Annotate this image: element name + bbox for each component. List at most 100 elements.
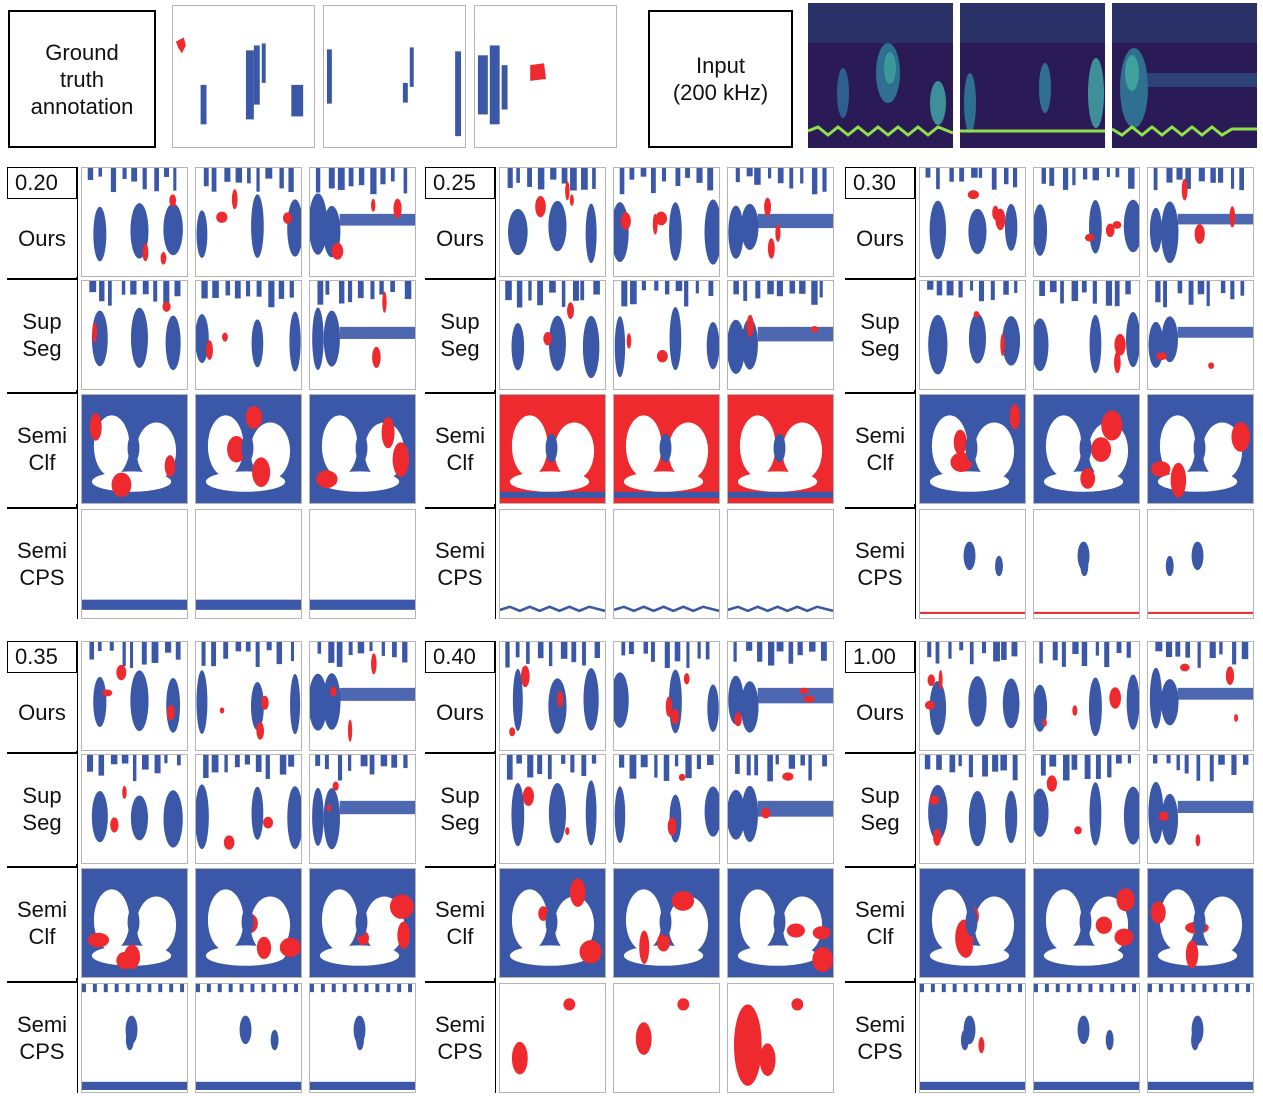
prediction-tile-ours-1 <box>81 167 188 277</box>
row-label-supseg: Sup Seg <box>425 754 495 864</box>
input-frequency-label: (200 kHz) <box>672 80 769 105</box>
row-label-semicps: Semi CPS <box>425 509 495 619</box>
prediction-tile-semiclf-3 <box>727 394 834 504</box>
row-label-text: Semi <box>434 1012 486 1037</box>
row-divider <box>845 278 915 280</box>
row-label-semiclf: Semi Clf <box>7 868 77 978</box>
prediction-tile-semiclf-2 <box>1033 394 1140 504</box>
prediction-tile-supseg-3 <box>1147 280 1254 390</box>
row-divider <box>7 507 77 509</box>
prediction-tile-ours-2 <box>613 167 720 277</box>
row-label-supseg: Sup Seg <box>7 280 77 390</box>
row-divider <box>845 507 915 509</box>
row-divider <box>7 866 77 868</box>
result-group-5: Ours Sup Seg Semi Clf Semi CPS 0.40 <box>425 641 837 1096</box>
row-divider <box>425 981 495 983</box>
row-label-text: Clf <box>446 450 474 475</box>
row-label-text: Clf <box>28 924 56 949</box>
row-label-text: Semi <box>434 423 486 448</box>
row-label-text: Sup <box>860 309 900 334</box>
row-label-ours: Ours <box>7 673 77 751</box>
prediction-tile-ours-2 <box>1033 167 1140 277</box>
prediction-tile-supseg-1 <box>919 280 1026 390</box>
prediction-tile-supseg-2 <box>1033 280 1140 390</box>
prediction-tile-ours-1 <box>81 641 188 751</box>
prediction-tile-semiclf-3 <box>727 868 834 978</box>
row-label-text: Sup <box>440 309 480 334</box>
result-group-2: Ours Sup Seg Semi Clf Semi CPS 0.25 <box>425 167 837 622</box>
prediction-tile-semiclf-3 <box>1147 394 1254 504</box>
row-divider <box>425 392 495 394</box>
prediction-tile-semicps-1 <box>919 509 1026 619</box>
prediction-tile-supseg-1 <box>499 280 606 390</box>
prediction-tile-semiclf-2 <box>613 394 720 504</box>
row-label-text: Semi <box>854 423 906 448</box>
result-group-3: Ours Sup Seg Semi Clf Semi CPS 0.30 <box>845 167 1257 622</box>
row-label-text: Semi <box>434 897 486 922</box>
row-label-text: Seg <box>440 810 480 835</box>
prediction-tile-supseg-3 <box>309 754 416 864</box>
row-label-text: Seg <box>860 810 900 835</box>
prediction-tile-semiclf-3 <box>309 868 416 978</box>
threshold-value: 0.40 <box>425 641 495 673</box>
prediction-tile-semicps-2 <box>195 983 302 1093</box>
row-divider <box>425 278 495 280</box>
row-divider <box>845 981 915 983</box>
row-label-text: Sup <box>22 783 62 808</box>
row-label-text: Sup <box>22 309 62 334</box>
prediction-tile-supseg-3 <box>727 754 834 864</box>
prediction-tile-semicps-3 <box>309 509 416 619</box>
row-label-text: Semi <box>854 1012 906 1037</box>
row-divider <box>425 866 495 868</box>
prediction-tile-semicps-3 <box>727 983 834 1093</box>
ground-truth-label: Ground truth annotation <box>30 39 134 119</box>
row-label-text: Ours <box>856 699 904 725</box>
threshold-value: 0.30 <box>845 167 915 199</box>
prediction-tile-semiclf-2 <box>195 868 302 978</box>
row-label-text: Clf <box>446 924 474 949</box>
row-label-text: Clf <box>866 924 894 949</box>
ground-truth-tile-2 <box>323 5 466 148</box>
prediction-tile-semicps-3 <box>1147 983 1254 1093</box>
prediction-tile-semiclf-3 <box>309 394 416 504</box>
prediction-tile-semiclf-1 <box>81 394 188 504</box>
prediction-tile-ours-2 <box>195 641 302 751</box>
prediction-tile-semicps-2 <box>613 509 720 619</box>
row-label-ours: Ours <box>425 199 495 277</box>
prediction-tile-supseg-3 <box>1147 754 1254 864</box>
prediction-tile-supseg-2 <box>195 280 302 390</box>
prediction-tile-semicps-3 <box>309 983 416 1093</box>
prediction-tile-semiclf-3 <box>1147 868 1254 978</box>
row-label-text: Ours <box>436 699 484 725</box>
row-label-ours: Ours <box>845 199 915 277</box>
row-label-semicps: Semi CPS <box>425 983 495 1093</box>
ground-truth-tile-1 <box>172 5 315 148</box>
row-label-text: Semi <box>16 423 68 448</box>
row-divider <box>7 752 77 754</box>
prediction-tile-semiclf-1 <box>499 394 606 504</box>
threshold-value: 0.25 <box>425 167 495 199</box>
prediction-tile-supseg-3 <box>727 280 834 390</box>
prediction-tile-supseg-3 <box>309 280 416 390</box>
prediction-tile-semiclf-2 <box>613 868 720 978</box>
prediction-tile-supseg-1 <box>81 280 188 390</box>
prediction-tile-semiclf-1 <box>919 868 1026 978</box>
row-label-ours: Ours <box>7 199 77 277</box>
row-label-semiclf: Semi Clf <box>845 394 915 504</box>
prediction-tile-semicps-3 <box>1147 509 1254 619</box>
row-label-supseg: Sup Seg <box>7 754 77 864</box>
input-label-box: Input (200 kHz) <box>648 10 793 148</box>
row-label-text: CPS <box>437 1039 483 1064</box>
prediction-tile-ours-3 <box>309 641 416 751</box>
row-label-text: Ours <box>18 225 66 251</box>
prediction-tile-semicps-1 <box>81 509 188 619</box>
row-divider <box>845 392 915 394</box>
input-spectrogram-3 <box>1112 3 1257 148</box>
prediction-tile-supseg-2 <box>195 754 302 864</box>
input-spectrogram-2 <box>960 3 1105 148</box>
input-spectrogram-1 <box>808 3 953 148</box>
prediction-tile-semicps-3 <box>727 509 834 619</box>
row-divider <box>7 278 77 280</box>
row-label-text: Semi <box>434 538 486 563</box>
prediction-tile-semicps-1 <box>81 983 188 1093</box>
